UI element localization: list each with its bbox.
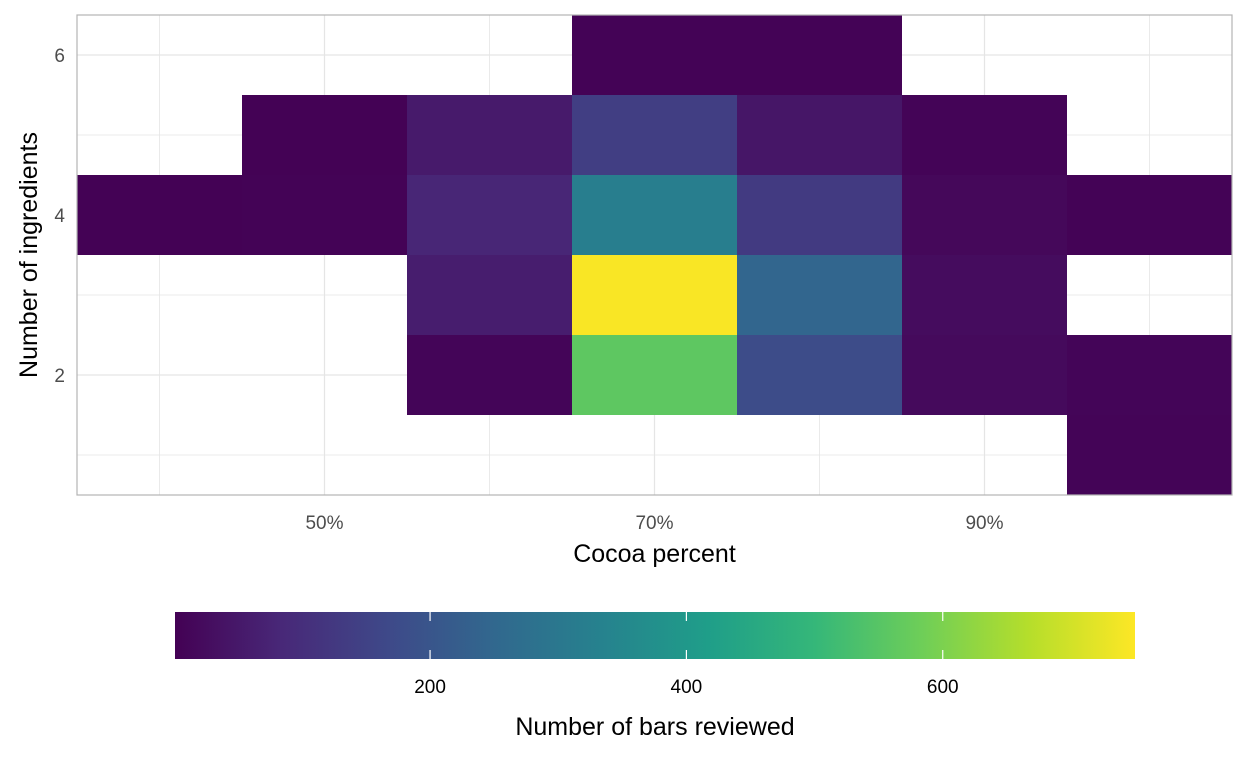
heatmap-cell [572,95,737,175]
legend-tick-label: 200 [414,677,446,698]
x-axis-title: Cocoa percent [573,540,736,568]
y-tick-label: 4 [54,206,65,227]
heatmap-cell [572,175,737,255]
y-axis-ticks: 2 4 6 [54,46,65,387]
heatmap-cell [902,255,1067,335]
x-tick-label: 50% [305,513,343,534]
y-tick-label: 6 [54,46,65,67]
heatmap-cell [242,95,407,175]
heatmap-cell [737,255,902,335]
heatmap-cell [1067,175,1232,255]
color-legend: 200 400 600 Number of bars reviewed [175,612,1135,741]
heatmap-cell [737,335,902,415]
legend-tick-label: 600 [927,677,959,698]
legend-ticks: 200 400 600 [414,612,959,698]
x-axis-ticks: 50% 70% 90% [305,513,1003,534]
legend-colorbar [175,612,1135,659]
heatmap-cell [737,15,902,95]
heatmap-cell [572,335,737,415]
heatmap-cell [902,175,1067,255]
legend-tick-label: 400 [671,677,703,698]
heatmap-cell [902,95,1067,175]
panel-border [76,14,1233,496]
legend-title: Number of bars reviewed [515,713,794,741]
heatmap-cell [1067,415,1232,495]
heatmap-cell [242,175,407,255]
heatmap-cell [902,335,1067,415]
x-tick-label: 90% [965,513,1003,534]
heatmap-cell [407,175,572,255]
y-tick-label: 2 [54,366,65,387]
heatmap-cells [77,15,1232,495]
heatmap-cell [77,175,242,255]
y-axis-title: Number of ingredients [15,132,43,378]
heatmap-cell [737,95,902,175]
heatmap-cell [407,95,572,175]
heatmap-cell [737,175,902,255]
heatmap-cell [572,15,737,95]
x-tick-label: 70% [635,513,673,534]
heatmap-cell [407,335,572,415]
heatmap-cell [572,255,737,335]
heatmap-cell [1067,335,1232,415]
heatmap-cell [407,255,572,335]
